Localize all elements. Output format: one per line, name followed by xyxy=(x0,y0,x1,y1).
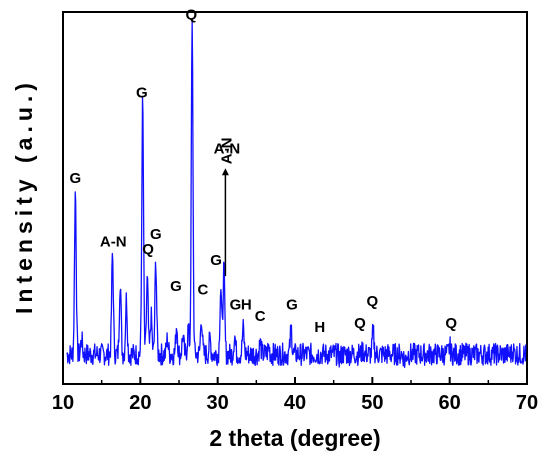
arrow-label: A-N xyxy=(218,138,235,165)
x-axis-title: 2 theta (degree) xyxy=(209,425,380,451)
peak-label: H xyxy=(241,297,252,314)
peak-label: Q xyxy=(445,315,457,332)
peak-label: Q xyxy=(142,241,154,258)
peak-label: G xyxy=(210,252,222,269)
x-tick-label: 60 xyxy=(439,392,461,414)
peak-label: Q xyxy=(186,6,198,23)
peak-label: C xyxy=(198,282,209,299)
arrow-annotation: A-N xyxy=(218,138,235,277)
peak-label: C xyxy=(255,308,266,325)
x-tick-label: 70 xyxy=(516,392,538,414)
xrd-series xyxy=(66,19,527,369)
x-tick-label: 50 xyxy=(361,392,383,414)
peak-label: G xyxy=(136,85,148,102)
x-tick-label: 40 xyxy=(284,392,306,414)
x-tick-label: 10 xyxy=(52,392,74,414)
peak-label: Q xyxy=(366,293,378,310)
xrd-trace xyxy=(66,19,527,369)
x-tick-label: 30 xyxy=(207,392,229,414)
peak-label: G xyxy=(150,226,162,243)
x-tick-label: 20 xyxy=(129,392,151,414)
peak-label: G xyxy=(230,297,242,314)
peak-label: A-N xyxy=(214,140,241,157)
peak-label: G xyxy=(286,297,298,314)
y-axis-title: Intensity (a.u.) xyxy=(11,78,37,314)
peak-label: H xyxy=(314,319,325,336)
peak-label: G xyxy=(170,278,182,295)
arrow-head-icon xyxy=(221,168,229,176)
x-axis-ticks xyxy=(62,377,528,384)
peak-label: A-N xyxy=(100,233,127,250)
peak-label: Q xyxy=(354,315,366,332)
peak-label: G xyxy=(70,170,82,187)
x-axis-tick-labels: 10 20 30 40 50 60 70 xyxy=(52,392,538,414)
plot-frame xyxy=(62,11,528,385)
